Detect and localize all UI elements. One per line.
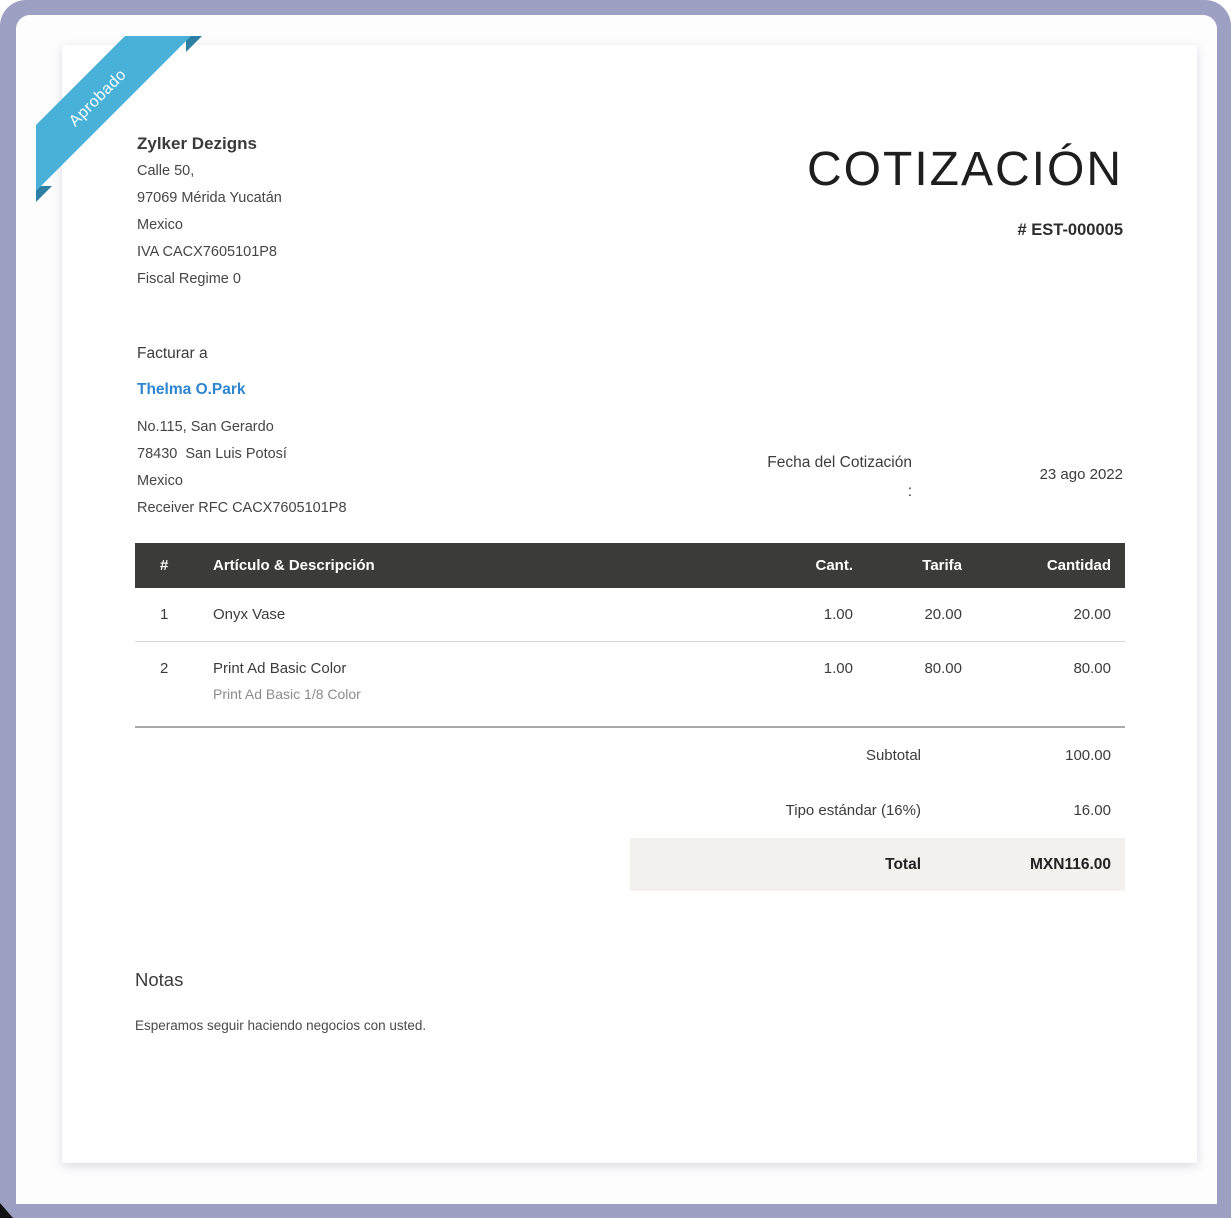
bill-to-address-line: 78430 San Luis Potosí bbox=[137, 446, 287, 462]
tax-row: Tipo estándar (16%) 16.00 bbox=[630, 782, 1125, 838]
bill-to-heading: Facturar a bbox=[137, 345, 208, 362]
ribbon-band bbox=[36, 36, 191, 191]
header-rate: Tarifa bbox=[922, 557, 962, 574]
subtotal-label: Subtotal bbox=[865, 746, 921, 764]
notes-body: Esperamos seguir haciendo negocios con u… bbox=[135, 1018, 427, 1033]
company-address-line: Calle 50, bbox=[137, 163, 195, 179]
bill-to-address-line: Receiver RFC CACX7605101P8 bbox=[137, 500, 347, 516]
total-label: Total bbox=[885, 855, 921, 873]
company-address-line: 97069 Mérida Yucatán bbox=[137, 190, 282, 206]
total-row: Total MXN116.00 bbox=[630, 838, 1125, 891]
item-name: Print Ad Basic Color bbox=[213, 660, 347, 677]
company-address-block: Zylker Dezigns Calle 50, 97069 Mérida Yu… bbox=[137, 130, 282, 293]
notes-heading: Notas bbox=[135, 969, 184, 990]
company-name: Zylker Dezigns bbox=[137, 134, 257, 153]
table-row: 1 Onyx Vase 1.00 20.00 20.00 bbox=[135, 588, 1125, 642]
item-amount: 80.00 bbox=[1073, 660, 1111, 677]
ribbon-fold-bottom-icon bbox=[36, 186, 52, 202]
item-amount: 20.00 bbox=[1073, 606, 1111, 623]
item-description: Print Ad Basic 1/8 Color bbox=[213, 686, 361, 702]
item-name: Onyx Vase bbox=[213, 605, 286, 623]
document-title: COTIZACIÓN bbox=[807, 143, 1123, 196]
table-header-row: # Artículo & Descripción Cant. Tarifa Ca… bbox=[135, 543, 1125, 588]
quote-document: Zylker Dezigns Calle 50, 97069 Mérida Yu… bbox=[62, 45, 1197, 1163]
tax-label: Tipo estándar (16%) bbox=[785, 801, 921, 819]
header-description: Artículo & Descripción bbox=[213, 557, 375, 574]
company-address-line: Mexico bbox=[137, 217, 183, 233]
line-items-table: # Artículo & Descripción Cant. Tarifa Ca… bbox=[135, 543, 1125, 728]
quote-date-colon: : bbox=[907, 483, 912, 500]
company-address-line: Fiscal Regime 0 bbox=[137, 271, 241, 287]
item-qty: 1.00 bbox=[823, 660, 853, 677]
quote-date-label: Fecha del Cotización : bbox=[697, 448, 912, 506]
header-amount: Cantidad bbox=[1046, 557, 1111, 574]
recipient-link[interactable]: Thelma O.Park bbox=[137, 381, 246, 398]
total-value: MXN116.00 bbox=[1030, 855, 1111, 873]
header-qty: Cant. bbox=[815, 557, 854, 574]
item-index: 2 bbox=[160, 660, 169, 677]
document-number: # EST-000005 bbox=[1017, 221, 1124, 239]
bill-to-block: Facturar a Thelma O.Park No.115, San Ger… bbox=[137, 342, 347, 522]
quote-date-value: 23 ago 2022 bbox=[1039, 466, 1123, 483]
item-rate: 80.00 bbox=[924, 660, 962, 677]
bill-to-address-line: No.115, San Gerardo bbox=[137, 419, 274, 435]
item-rate: 20.00 bbox=[924, 606, 962, 623]
item-index: 1 bbox=[160, 606, 169, 623]
bill-to-address-line: Mexico bbox=[137, 473, 183, 489]
company-address-line: IVA CACX7605101P8 bbox=[137, 244, 277, 260]
header-index: # bbox=[160, 557, 169, 574]
subtotal-value: 100.00 bbox=[1065, 746, 1111, 764]
approved-ribbon: Aprobado bbox=[36, 36, 202, 202]
ribbon-fold-top-icon bbox=[186, 36, 202, 52]
tax-value: 16.00 bbox=[1073, 801, 1111, 819]
item-qty: 1.00 bbox=[823, 606, 853, 623]
subtotal-row: Subtotal 100.00 bbox=[630, 728, 1125, 782]
table-row: 2 Print Ad Basic Color Print Ad Basic 1/… bbox=[135, 642, 1125, 728]
